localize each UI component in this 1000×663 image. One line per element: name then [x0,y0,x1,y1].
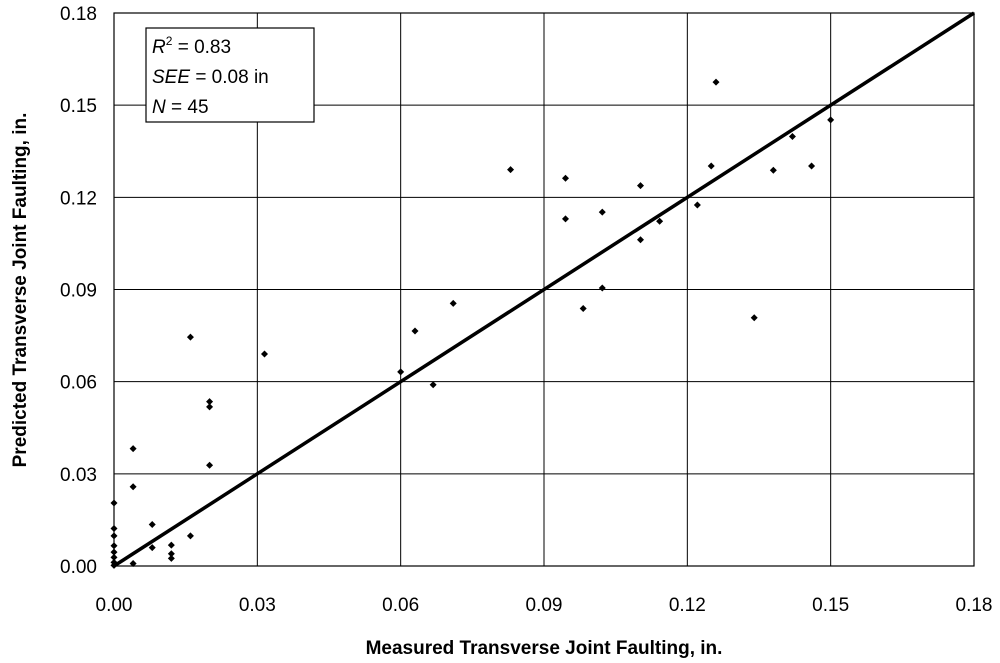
y-tick-label: 0.15 [60,96,97,117]
data-point [148,521,156,529]
data-point [562,174,569,182]
data-point [769,166,777,174]
data-point [411,327,419,335]
data-point [693,201,701,209]
data-point [167,550,175,558]
data-point [186,532,194,540]
data-point [206,403,214,411]
x-tick-label: 0.03 [239,595,276,616]
line-of-equality [113,11,975,568]
data-point [206,461,214,469]
data-point [110,548,118,556]
stats-box: R2 = 0.83 SEE = 0.08 in N = 45 [145,27,315,123]
r-squared-stat: R2 = 0.83 [152,34,231,58]
y-tick-label: 0.12 [60,188,97,209]
plot-area-frame [113,12,975,567]
data-point [827,116,835,124]
y-tick-label: 0.18 [60,4,97,25]
data-point [707,162,715,170]
data-point [712,78,720,86]
x-tick-labels: 0.00 0.03 0.06 0.09 0.12 0.15 0.18 [96,595,993,616]
x-tick-label: 0.15 [812,595,849,616]
data-point [110,553,118,561]
data-point [148,544,156,552]
data-points [110,78,835,569]
x-tick-label: 0.00 [96,595,133,616]
data-point [579,305,587,313]
y-tick-labels: 0.00 0.03 0.06 0.09 0.12 0.15 0.18 [60,4,97,578]
x-tick-label: 0.18 [956,595,993,616]
x-tick-label: 0.12 [669,595,706,616]
y-tick-label: 0.09 [60,281,97,302]
data-point [129,483,137,491]
data-point [110,532,118,540]
y-tick-label: 0.03 [60,465,97,486]
stats-box-frame [145,27,315,123]
y-axis-title: Predicted Transverse Joint Faulting, in. [10,113,31,468]
data-point [206,398,214,406]
data-point [186,333,194,341]
data-point [429,381,437,389]
data-point [750,314,758,322]
data-point [562,215,569,223]
data-point [637,236,645,244]
data-point [397,368,405,376]
data-point [110,542,118,550]
data-point [129,560,137,568]
data-point [788,133,796,141]
data-point [637,182,645,190]
data-point [449,299,457,307]
data-point [808,162,816,170]
x-tick-label: 0.09 [526,595,563,616]
see-stat: SEE = 0.08 in [152,67,269,88]
data-point [167,541,175,549]
data-point [129,445,137,453]
data-point [507,166,515,174]
y-tick-label: 0.00 [60,557,97,578]
data-point [167,554,175,562]
n-stat: N = 45 [152,97,209,118]
data-point [598,284,606,292]
y-tick-label: 0.06 [60,373,97,394]
data-point [261,350,268,358]
data-point [598,208,606,216]
data-point [110,561,118,569]
data-point [110,525,118,533]
data-point [110,499,118,507]
data-point [656,217,664,225]
x-axis-title: Measured Transverse Joint Faulting, in. [366,638,723,659]
x-tick-label: 0.06 [382,595,419,616]
